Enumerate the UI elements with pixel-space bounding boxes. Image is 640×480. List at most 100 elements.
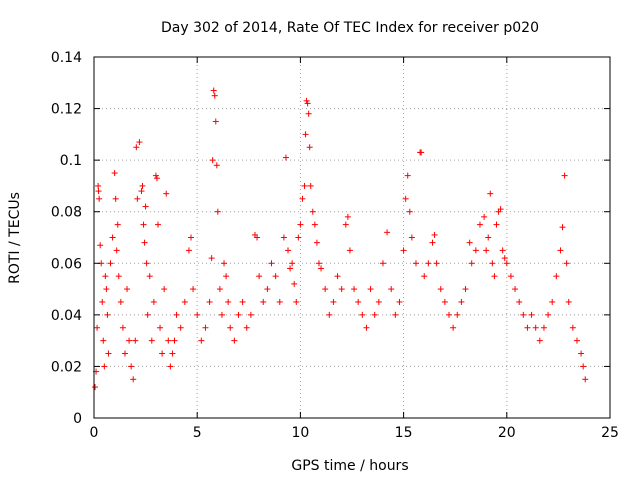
data-point (476, 221, 483, 228)
data-point (437, 286, 444, 293)
data-point (299, 195, 306, 202)
data-point (190, 286, 197, 293)
data-point (260, 298, 267, 305)
data-point (115, 273, 122, 280)
y-tick-label: 0 (73, 411, 82, 427)
data-point (239, 298, 246, 305)
data-point (159, 350, 166, 357)
data-point (493, 221, 500, 228)
data-point (371, 311, 378, 318)
data-point (114, 221, 121, 228)
data-point (318, 265, 325, 272)
data-point (501, 255, 508, 262)
data-point (553, 273, 560, 280)
data-point (487, 190, 494, 197)
data-point (157, 324, 164, 331)
x-tick-label: 15 (395, 425, 413, 441)
data-point (96, 195, 103, 202)
data-point (507, 273, 514, 280)
data-point (346, 247, 353, 254)
data-point (536, 337, 543, 344)
data-point (185, 247, 192, 254)
data-point (355, 298, 362, 305)
data-point (107, 260, 114, 267)
data-point (304, 100, 311, 107)
y-axis-label: ROTI / TECUs (7, 192, 23, 284)
data-point (235, 311, 242, 318)
y-tick-label: 0.04 (51, 308, 82, 324)
data-point (491, 273, 498, 280)
data-point (169, 350, 176, 357)
data-point (140, 221, 147, 228)
data-point (540, 324, 547, 331)
data-point (150, 298, 157, 305)
data-point (128, 363, 135, 370)
data-point (441, 298, 448, 305)
y-tick-label: 0.06 (51, 256, 82, 272)
data-point (95, 182, 102, 189)
data-point (472, 247, 479, 254)
data-point (208, 255, 215, 262)
data-point (165, 337, 172, 344)
data-point (134, 195, 141, 202)
chart-title: Day 302 of 2014, Rate Of TEC Index for r… (161, 20, 539, 36)
data-point (421, 273, 428, 280)
data-point (112, 195, 119, 202)
data-point (524, 324, 531, 331)
data-point (297, 221, 304, 228)
data-point (285, 247, 292, 254)
y-tick-label: 0.1 (60, 153, 82, 169)
y-tick-label: 0.12 (51, 102, 82, 118)
data-point (138, 188, 145, 195)
data-point (95, 188, 102, 195)
data-point (559, 224, 566, 231)
data-point (446, 311, 453, 318)
x-tick-label: 5 (193, 425, 202, 441)
data-point (124, 286, 131, 293)
data-point (136, 139, 143, 146)
data-point (549, 298, 556, 305)
data-point (211, 92, 218, 99)
data-point (121, 350, 128, 357)
data-point (161, 286, 168, 293)
y-tick-label: 0.14 (51, 50, 82, 66)
data-point (330, 298, 337, 305)
data-point (225, 298, 232, 305)
data-point (153, 175, 160, 182)
data-point (512, 286, 519, 293)
data-point (326, 311, 333, 318)
data-point (198, 337, 205, 344)
data-point (402, 195, 409, 202)
data-point (315, 260, 322, 267)
data-point (499, 247, 506, 254)
data-point (221, 260, 228, 267)
data-point (485, 234, 492, 241)
data-point (213, 162, 220, 169)
data-point (293, 298, 300, 305)
data-point (545, 311, 552, 318)
data-point (111, 170, 118, 177)
data-point (276, 298, 283, 305)
data-point (223, 273, 230, 280)
x-axis-label: GPS time / hours (291, 458, 408, 474)
data-point (287, 265, 294, 272)
data-point (497, 206, 504, 213)
axis-ticks (93, 56, 611, 419)
data-point (483, 247, 490, 254)
data-point (132, 337, 139, 344)
data-point (113, 247, 120, 254)
data-point (359, 311, 366, 318)
data-point (101, 363, 108, 370)
data-point (119, 324, 126, 331)
data-point (133, 144, 140, 151)
data-point (573, 337, 580, 344)
data-point (425, 260, 432, 267)
data-point (462, 286, 469, 293)
data-point (171, 337, 178, 344)
data-point (152, 172, 159, 179)
data-point (404, 172, 411, 179)
data-point (375, 298, 382, 305)
data-point (400, 247, 407, 254)
data-point (243, 324, 250, 331)
data-point (301, 182, 308, 189)
